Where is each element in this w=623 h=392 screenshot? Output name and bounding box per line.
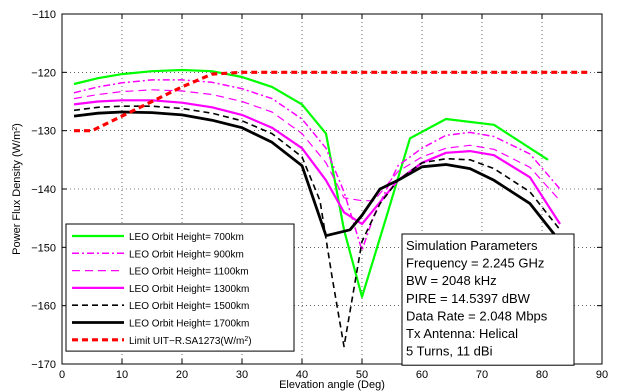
- x-tick-label: 90: [596, 369, 608, 381]
- x-tick-labels: 0 10 20 30 40 50 60 70 80 90: [59, 369, 608, 381]
- annotation-box: [401, 233, 575, 366]
- legend-label-1: LEO Orbit Height= 700km: [129, 232, 244, 243]
- y-tick-labels: −170 −160 −150 −140 −130 −120 −110: [31, 9, 56, 371]
- series-line-3: [73, 89, 561, 202]
- x-tick-label: 10: [116, 369, 128, 381]
- series-line-6: [73, 110, 562, 243]
- legend: LEO Orbit Height= 700km LEO Orbit Height=…: [65, 223, 295, 352]
- simulation-parameters-box: Simulation Parameters Frequency = 2.245 G…: [401, 233, 575, 366]
- series-line-1: [73, 68, 549, 298]
- x-tick-label: 40: [296, 369, 308, 381]
- series-line-7: [74, 70, 590, 133]
- legend-label-close: ): [248, 336, 251, 347]
- legend-label-text: LEO Orbit Height= 900km: [129, 249, 244, 260]
- annotation-line-7: 5 Turns, 11 dBi: [406, 344, 493, 359]
- legend-label-3: LEO Orbit Height= 1100km: [129, 267, 249, 278]
- y-axis-label-close: ): [11, 123, 23, 127]
- y-tick-label: −170: [31, 359, 56, 371]
- x-tick-label: 0: [59, 369, 65, 381]
- y-tick-label: −150: [31, 242, 56, 254]
- y-axis-label-text: Power Flux Density (W/m: [11, 131, 23, 255]
- series-line-5: [73, 105, 561, 348]
- x-axis-label: Elevation angle (Deg): [279, 379, 385, 391]
- legend-label-text: LEO Orbit Height= 700km: [129, 232, 244, 243]
- x-tick-label: 80: [536, 369, 548, 381]
- data-series: [73, 68, 590, 348]
- legend-label-4: LEO Orbit Height= 1300km: [129, 284, 249, 295]
- legend-label-5: LEO Orbit Height= 1500km: [129, 301, 249, 312]
- legend-label-7: Limit UIT−R.SA1273(W/m2): [129, 335, 252, 347]
- legend-label-text: LEO Orbit Height= 1100km: [129, 267, 249, 278]
- legend-label-sup: 2: [244, 335, 248, 342]
- annotation-line-4: PIRE = 14.5397 dBW: [406, 291, 531, 306]
- legend-label-text: LEO Orbit Height= 1300km: [129, 284, 249, 295]
- x-tick-label: 50: [356, 369, 368, 381]
- x-tick-label: 30: [236, 369, 248, 381]
- x-tick-label: 20: [176, 369, 188, 381]
- x-tick-label: 60: [416, 369, 428, 381]
- y-tick-label: −120: [31, 67, 56, 79]
- annotation-lines: Simulation Parameters Frequency = 2.245 G…: [406, 238, 548, 359]
- legend-label-text: Limit UIT−R.SA1273(W/m: [129, 336, 244, 347]
- annotation-line-5: Data Rate = 2.048 Mbps: [406, 308, 548, 323]
- annotation-line-6: Tx Antenna: Helical: [406, 326, 518, 341]
- y-tick-label: −160: [31, 301, 56, 313]
- y-tick-label: −110: [32, 9, 56, 21]
- annotation-line-3: BW = 2048 kHz: [406, 273, 497, 288]
- y-axis-label-sup: 2: [12, 127, 19, 131]
- y-tick-label: −130: [31, 126, 56, 138]
- legend-label-2: LEO Orbit Height= 900km: [129, 249, 244, 260]
- series-line-4: [73, 99, 561, 226]
- annotation-line-1: Simulation Parameters: [406, 238, 538, 253]
- y-tick-label: −140: [31, 184, 56, 196]
- annotation-line-2: Frequency = 2.245 GHz: [406, 256, 544, 271]
- legend-label-6: LEO Orbit Height= 1700km: [129, 319, 249, 330]
- legend-entries: LEO Orbit Height= 700km LEO Orbit Height=…: [72, 232, 252, 347]
- x-tick-label: 70: [476, 369, 488, 381]
- legend-label-text: LEO Orbit Height= 1700km: [129, 319, 249, 330]
- legend-label-text: LEO Orbit Height= 1500km: [129, 301, 249, 312]
- y-axis-label: Power Flux Density (W/m2): [11, 123, 23, 255]
